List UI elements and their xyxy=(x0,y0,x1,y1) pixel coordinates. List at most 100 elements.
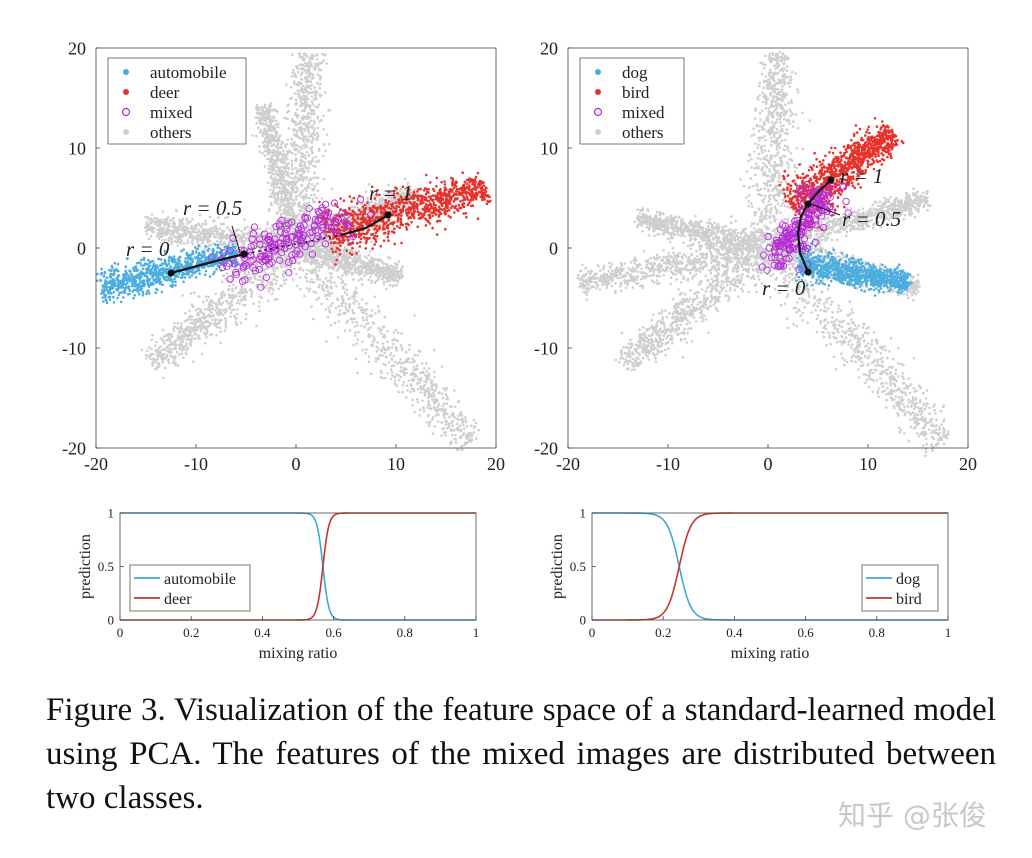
mixed-point xyxy=(321,200,330,209)
y-tick-label: -20 xyxy=(534,438,558,458)
mixed-point xyxy=(261,256,269,264)
mixed-point xyxy=(367,211,375,219)
mixed-point xyxy=(818,196,826,205)
prediction-automobile-deer: 0 0.2 0.4 0.6 0.8 1 0 0.5 1 mixing ratio predictio… xyxy=(77,506,479,662)
mixed-point xyxy=(771,254,779,262)
mixed-point xyxy=(838,182,847,190)
y-tick-label: 0.5 xyxy=(98,559,114,574)
y-tick-label: -20 xyxy=(62,438,86,458)
class-a-points xyxy=(95,243,241,305)
mixed-point xyxy=(782,229,790,238)
mixed-point xyxy=(288,257,297,265)
mixed-point xyxy=(249,230,258,238)
mixed-point xyxy=(356,195,365,204)
mixed-point xyxy=(323,212,332,220)
legend-marker xyxy=(595,89,601,95)
mixed-point xyxy=(330,199,339,207)
mixed-point xyxy=(263,237,271,245)
mixed-point xyxy=(811,238,819,246)
x-axis-label: mixing ratio xyxy=(731,645,810,662)
mixed-point xyxy=(332,214,340,223)
x-tick-label: 0 xyxy=(764,454,773,474)
x-tick-label: 0.6 xyxy=(797,625,814,640)
legend-label: automobile xyxy=(164,571,236,588)
prediction-dog-bird: 0 0.2 0.4 0.6 0.8 1 0 0.5 1 mixing ratio predictio… xyxy=(549,506,951,662)
mixed-point xyxy=(285,242,293,250)
others-arm xyxy=(291,230,405,291)
x-tick-label: -20 xyxy=(556,454,580,474)
x-tick-label: -10 xyxy=(656,454,680,474)
class-a-points xyxy=(795,241,913,297)
legend-label: dog xyxy=(622,63,648,82)
y-tick-label: 0 xyxy=(549,238,558,258)
x-tick-label: 0 xyxy=(589,625,596,640)
mixed-point xyxy=(257,283,265,291)
mixed-point xyxy=(250,223,259,231)
mixed-point xyxy=(278,216,286,224)
mixed-point xyxy=(804,188,812,196)
mixed-point xyxy=(785,254,793,262)
mixed-point xyxy=(774,239,782,248)
class-a-band xyxy=(795,241,913,297)
mixed-point xyxy=(795,265,803,274)
mixed-points xyxy=(758,177,852,274)
mixed-point xyxy=(772,239,780,248)
mixed-point xyxy=(782,255,790,263)
others-arm xyxy=(143,208,299,269)
mixed-point xyxy=(324,209,333,217)
legend-box xyxy=(129,564,251,612)
mixed-point xyxy=(294,231,303,239)
x-tick-label: 10 xyxy=(859,454,877,474)
others-arm xyxy=(275,231,480,452)
mixed-point xyxy=(758,263,766,271)
mixed-point xyxy=(241,261,249,269)
mixed-point xyxy=(241,276,249,284)
figure-canvas: r = 0r = 0.5r = 1-20 -10 0 10 20-20-1001020a… xyxy=(62,38,977,662)
mixed-point xyxy=(295,232,304,240)
path-point xyxy=(804,200,812,208)
mixed-point xyxy=(768,254,776,262)
mixed-point xyxy=(800,235,809,243)
mixed-point xyxy=(844,209,852,217)
mixed-point xyxy=(296,222,304,230)
mixed-point xyxy=(207,253,216,261)
mixed-point xyxy=(780,236,789,244)
ratio-annotation: r = 1 xyxy=(840,164,883,188)
legend-marker xyxy=(123,89,129,95)
mixed-point xyxy=(285,269,293,277)
mixed-point xyxy=(824,192,832,200)
y-tick-label: 1 xyxy=(580,506,587,521)
mixed-point xyxy=(218,263,227,272)
mixed-point xyxy=(801,247,810,255)
others-arm xyxy=(730,50,817,252)
mixed-point xyxy=(764,233,772,241)
y-tick-label: 0.5 xyxy=(570,559,586,574)
ratio-annotation: r = 1 xyxy=(369,181,412,205)
x-tick-label: 0.2 xyxy=(655,625,671,640)
mixed-point xyxy=(255,265,263,274)
x-tick-label: 1 xyxy=(473,625,480,640)
mixed-point xyxy=(803,220,811,228)
mixed-point xyxy=(800,242,808,251)
mixed-point xyxy=(779,262,787,270)
mixed-point xyxy=(275,256,284,264)
mixed-point xyxy=(786,231,794,239)
mixed-point xyxy=(238,277,247,285)
x-tick-label: -20 xyxy=(84,454,108,474)
legend-label: mixed xyxy=(150,103,193,122)
y-tick-label: 0 xyxy=(580,613,587,628)
path-point xyxy=(240,250,248,258)
y-tick-label: 10 xyxy=(540,138,558,158)
mixed-point xyxy=(809,194,817,202)
mixed-point xyxy=(788,233,796,242)
mixed-point xyxy=(763,266,771,274)
mixed-point xyxy=(803,180,811,189)
path-point xyxy=(804,268,812,276)
mixed-point xyxy=(777,262,785,270)
figure-caption: Figure 3. Visualization of the feature s… xyxy=(46,692,996,816)
mixed-point xyxy=(765,244,773,252)
mixed-point xyxy=(815,196,824,205)
mixed-point xyxy=(297,240,306,248)
mixed-point xyxy=(321,240,330,248)
path-point xyxy=(167,269,175,277)
